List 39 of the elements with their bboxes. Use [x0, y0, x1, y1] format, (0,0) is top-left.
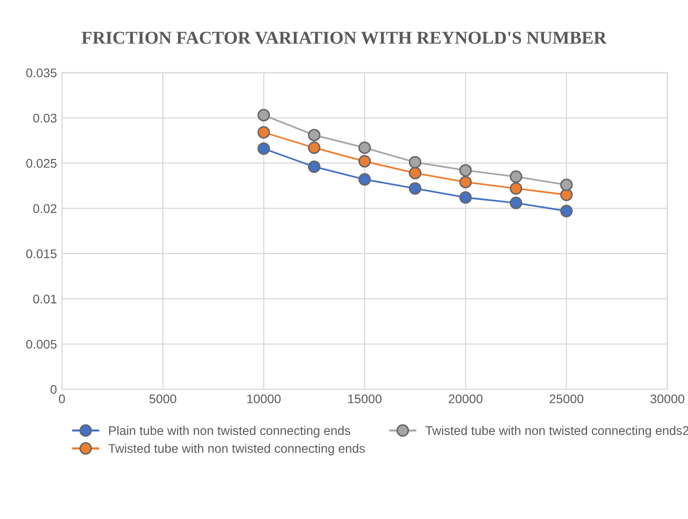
point: [257, 126, 270, 139]
y-tick-label: 0.025: [26, 158, 57, 168]
point: [358, 141, 371, 154]
point: [358, 173, 371, 186]
x-tick-label: 15000: [348, 394, 382, 404]
point: [358, 155, 371, 168]
x-tick-label: 25000: [550, 394, 584, 404]
x-tick-label: 0: [58, 394, 65, 404]
point: [257, 142, 270, 155]
point: [560, 188, 573, 202]
y-tick-label: 0.035: [26, 68, 57, 78]
point: [510, 182, 522, 195]
point: [408, 182, 422, 195]
point: [308, 141, 320, 154]
x-tick-label: 30000: [650, 394, 684, 404]
legend-label: Twisted tube with non twisted connecting ends: [108, 444, 365, 456]
y-tick-label: 0.01: [33, 294, 56, 304]
legend-label: Plain tube with non twisted connecting ends: [109, 426, 350, 438]
point: [510, 170, 522, 183]
y-tick-label: 0.03: [33, 114, 57, 123]
x-tick-label: 10000: [247, 394, 281, 404]
point: [408, 156, 422, 168]
point: [510, 196, 522, 210]
y-tick-label: 0.005: [26, 340, 57, 349]
point: [408, 166, 422, 180]
y-tick-label: 0.015: [26, 249, 57, 258]
point: [459, 191, 472, 204]
point: [308, 160, 320, 173]
chart-title: FRICTION FACTOR VARIATION WITH REYNOLD'S NUMBER: [82, 32, 607, 44]
x-tick-label: 5000: [149, 394, 176, 404]
y-tick-label: 0.02: [33, 204, 56, 213]
point: [560, 178, 573, 192]
y-tick-label: 0: [50, 385, 57, 394]
x-tick-label: 20000: [448, 394, 482, 404]
point: [308, 128, 320, 142]
point: [459, 176, 472, 188]
point: [459, 164, 472, 177]
point: [257, 108, 270, 122]
point: [560, 204, 573, 218]
